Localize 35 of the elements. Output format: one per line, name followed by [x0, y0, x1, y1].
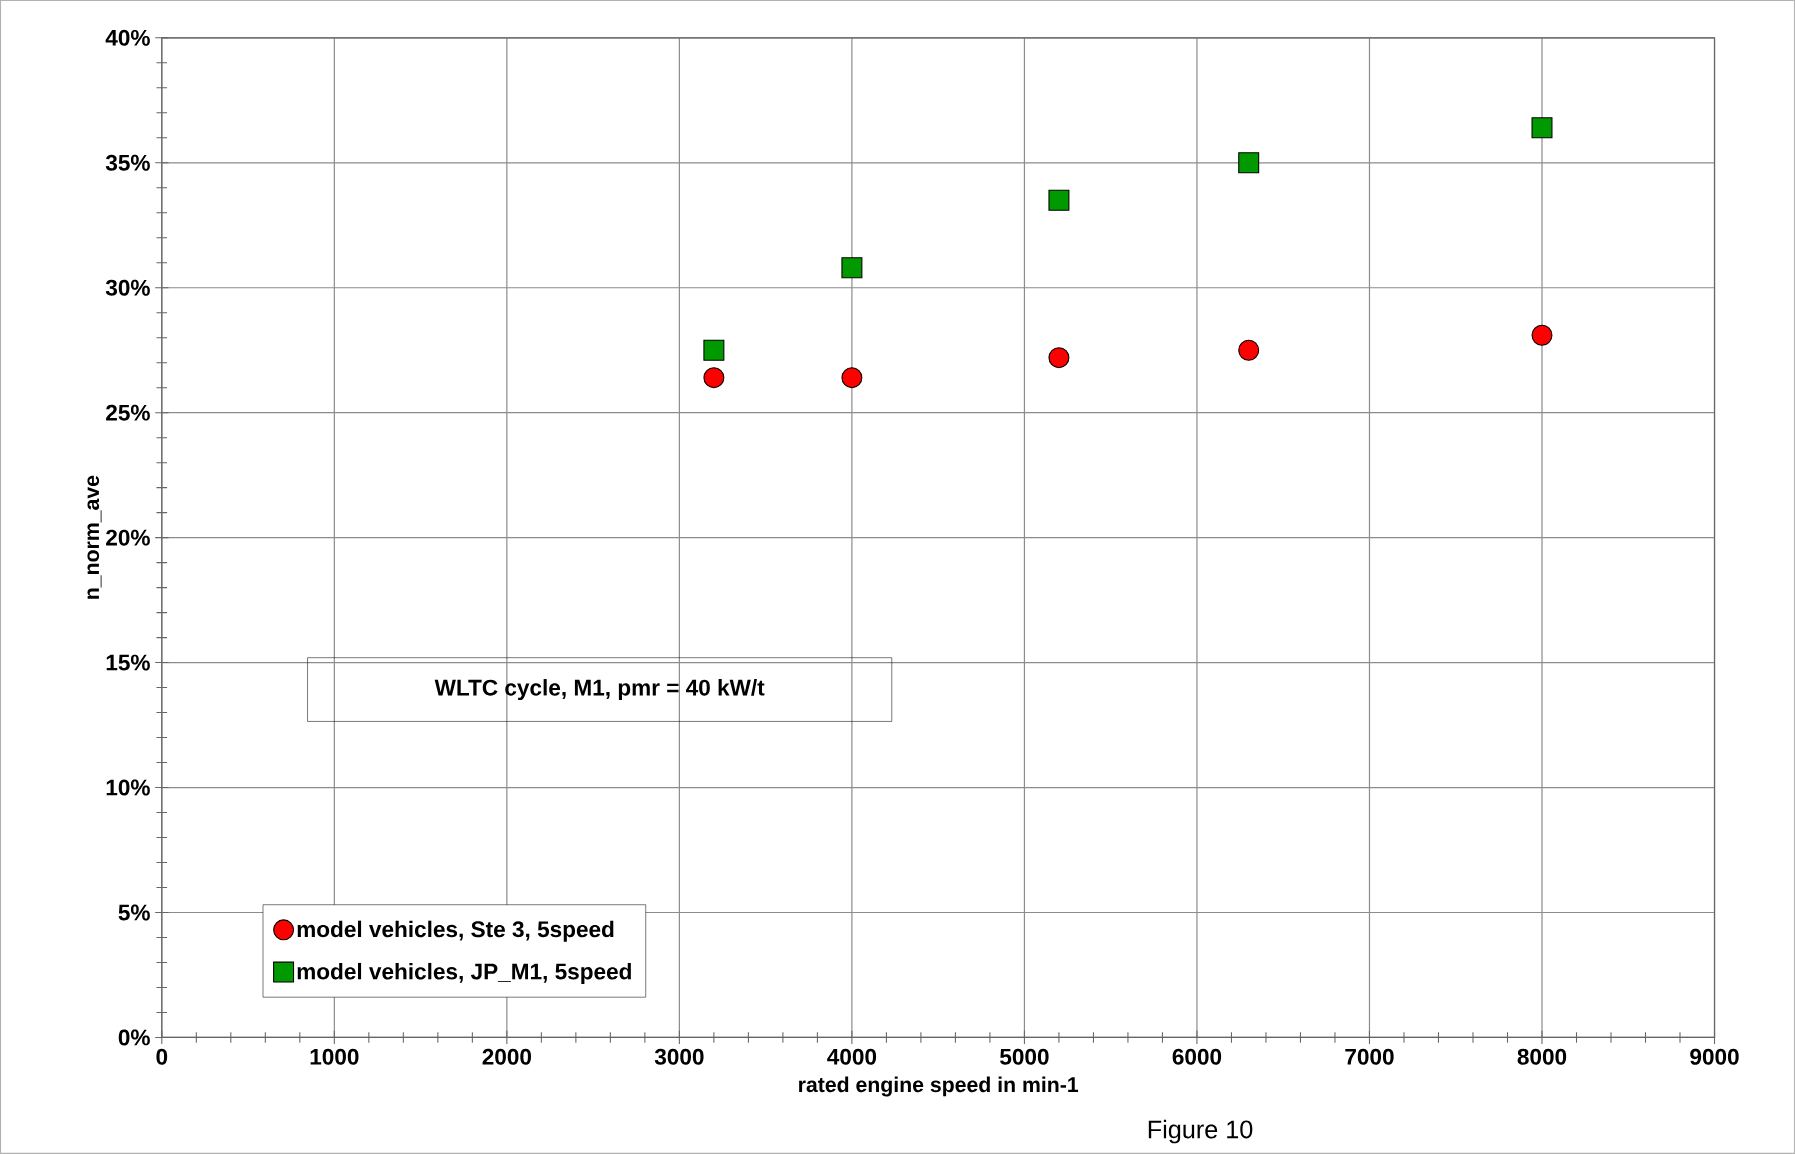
x-tick-label: 9000 [1690, 1048, 1739, 1065]
caption: Figure 10 [1148, 1119, 1253, 1144]
point [703, 367, 725, 389]
x-tick-label: 8000 [1517, 1048, 1567, 1065]
point [1531, 324, 1553, 346]
x-tick-label: 0 [156, 1048, 168, 1065]
point [1238, 339, 1260, 361]
y-tick-label: 25% [106, 404, 150, 421]
point [1531, 117, 1553, 139]
x-axis-title: rated engine speed in min-1 [799, 1076, 1079, 1097]
legend-label: model vehicles, Ste 3, 5speed [297, 920, 614, 942]
y-tick-label: 5% [118, 904, 150, 921]
point [703, 339, 725, 361]
y-tick-label: 30% [105, 279, 150, 296]
point [841, 367, 863, 389]
point [1048, 189, 1070, 211]
x-tick-label: 3000 [654, 1048, 704, 1065]
y-tick-label: 0% [118, 1029, 150, 1046]
x-tick-label: 7000 [1345, 1048, 1394, 1065]
x-tick-label: 2000 [482, 1048, 532, 1065]
y-tick-label: 15% [106, 654, 150, 671]
point [841, 257, 863, 279]
x-tick-label: 1000 [310, 1048, 359, 1065]
point [1048, 347, 1070, 369]
annotation: WLTC cycle, M1, pmr = 40 kW/t [434, 679, 765, 701]
y-tick-label: 40% [105, 29, 150, 46]
x-tick-label: 6000 [1172, 1048, 1222, 1065]
y-tick-label: 35% [105, 154, 150, 171]
y-tick-label: 20% [106, 529, 150, 546]
y-tick-label: 10% [106, 779, 150, 796]
y-axis-title: n_norm_ave [87, 475, 102, 599]
x-tick-label: 5000 [1000, 1048, 1049, 1065]
point [1238, 152, 1260, 174]
x-tick-label: 4000 [827, 1048, 877, 1065]
legend-label: model vehicles, JP_M1, 5speed [297, 962, 631, 984]
